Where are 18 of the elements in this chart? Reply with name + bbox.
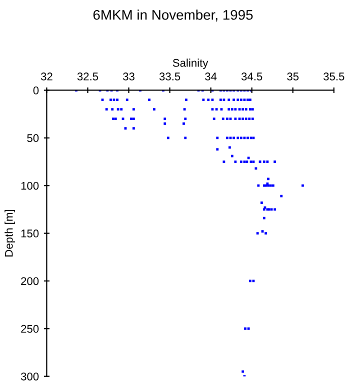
x-axis-title: Salinity — [172, 58, 208, 69]
y-tick-label: 0 — [33, 86, 39, 94]
x-tick-label: 35 — [287, 72, 299, 80]
y-axis-title: Depth [m] — [4, 210, 15, 256]
x-tick-label: 32.5 — [77, 72, 98, 80]
y-tick-label: 100 — [21, 182, 39, 190]
x-tick-label: 34 — [205, 72, 217, 80]
x-tick-label: 33.5 — [159, 72, 180, 80]
y-tick-label: 200 — [21, 277, 39, 286]
x-tick-label: 33 — [123, 72, 134, 80]
y-tick-label: 150 — [21, 230, 39, 238]
x-tick-label: 32 — [40, 72, 52, 80]
y-tick-label: 50 — [27, 134, 39, 142]
x-tick-label: 34.5 — [241, 72, 262, 80]
chart-title: 6MKM in November, 1995 — [93, 10, 253, 22]
y-tick-label: 250 — [21, 324, 39, 333]
y-tick-label: 300 — [20, 372, 39, 380]
x-tick-label: 35.5 — [324, 72, 344, 80]
